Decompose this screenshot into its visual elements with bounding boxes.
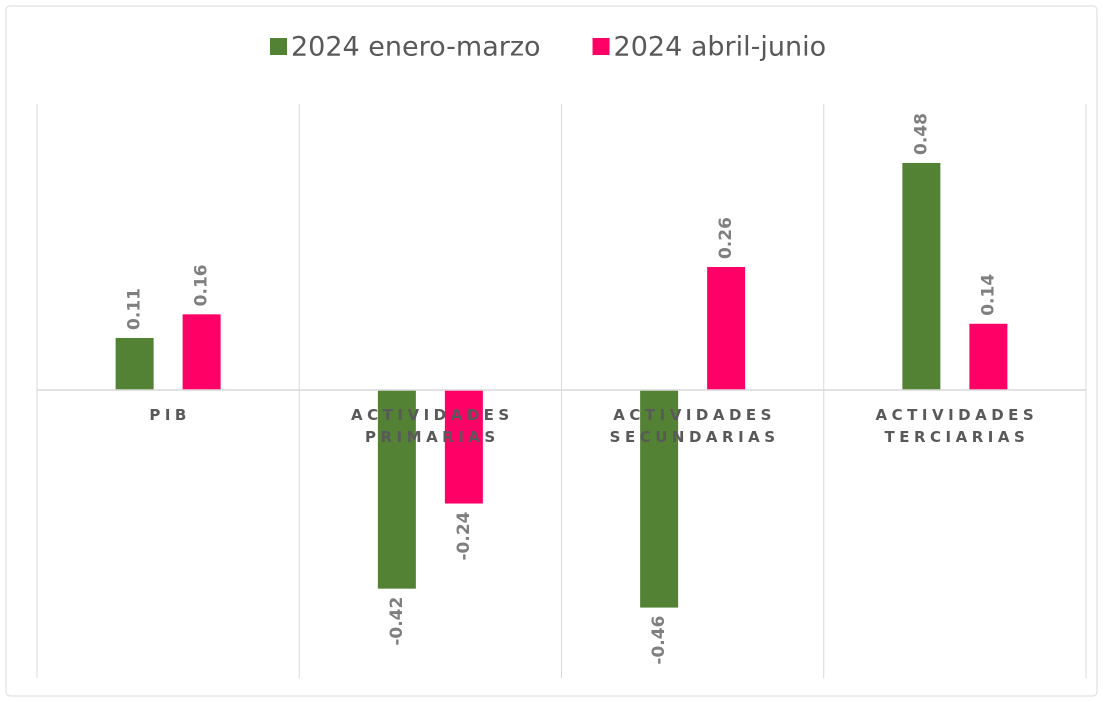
x-tick-label: PIB: [149, 406, 191, 424]
bar: [115, 337, 154, 390]
value-label: 0.16: [192, 264, 212, 306]
bar: [377, 390, 416, 589]
bar: [182, 314, 221, 390]
value-label: 0.11: [125, 288, 145, 330]
legend-label: 2024 enero-marzo: [291, 32, 541, 63]
value-label: 0.26: [716, 217, 736, 259]
value-label: 0.14: [978, 274, 998, 316]
bar: [444, 390, 483, 504]
value-label: -0.42: [387, 597, 407, 646]
legend-swatch: [270, 38, 287, 55]
legend-swatch: [592, 38, 610, 55]
value-label: 0.48: [911, 113, 931, 155]
value-label: -0.46: [649, 616, 669, 665]
chart-border: [5, 5, 1098, 697]
bar: [640, 390, 679, 608]
bar: [902, 162, 941, 390]
x-tick-label: ACTIVIDADES PRIMARIAS: [351, 406, 514, 446]
bar: [707, 267, 746, 390]
x-tick-label: ACTIVIDADES TERCIARIAS: [875, 406, 1039, 446]
bar: [969, 323, 1008, 390]
x-tick-label: ACTIVIDADES SECUNDARIAS: [609, 406, 780, 446]
value-label: -0.24: [454, 511, 474, 560]
legend-label: 2024 abril-junio: [614, 32, 827, 63]
